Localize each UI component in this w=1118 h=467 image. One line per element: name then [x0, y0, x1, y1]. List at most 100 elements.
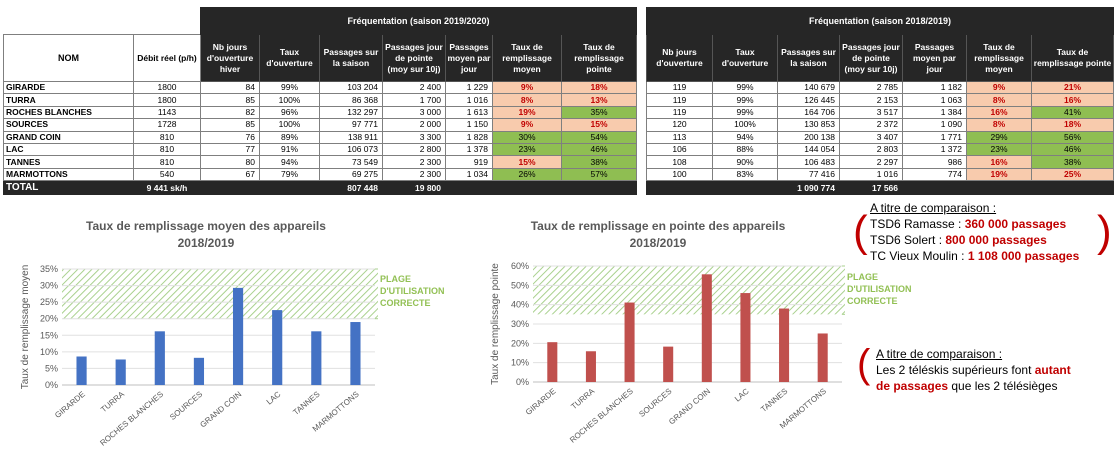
comparison-line: TSD6 Ramasse : 360 000 passages	[870, 217, 1067, 231]
column-header: Taux de remplissage pointe	[561, 34, 637, 82]
column-header: Passages moyen par jour	[902, 34, 967, 82]
cell-passages: 106 483	[777, 155, 840, 169]
cell-pointe: 3 407	[839, 130, 903, 144]
usage-band-extension	[375, 269, 378, 319]
cell-debit: 810	[133, 155, 201, 169]
cell-tpointe: 56%	[1031, 130, 1114, 144]
cell-taux: 99%	[712, 80, 778, 95]
chart-taux-remplissage-moyen: Taux de remplissage moyen des appareils 2…	[0, 212, 444, 462]
x-tick-label: LAC	[733, 386, 751, 403]
cell-passages: 77 416	[777, 167, 840, 182]
chart-taux-remplissage-pointe: Taux de remplissage en pointe des appare…	[470, 212, 911, 462]
cell-tpointe: 38%	[1031, 155, 1114, 169]
x-tick-label: TURRA	[569, 386, 596, 411]
table-row: TURRA 1800 85 100% 86 368 1 700 1 016 8% 13%	[3, 93, 637, 107]
bar-roches-blanches	[154, 331, 165, 385]
cell-tpointe: 46%	[561, 142, 637, 157]
y-tick-label: 15%	[40, 330, 58, 340]
cell-pointe: 2 000	[382, 118, 446, 132]
cell-passages: 130 853	[777, 118, 840, 132]
cell-tmoy: 9%	[492, 80, 562, 95]
cell-jours: 119	[646, 80, 713, 95]
cell-tpointe: 16%	[1031, 93, 1114, 107]
cell-nom: GIRARDE	[3, 80, 134, 95]
bar-tannes	[779, 308, 790, 382]
total-empty	[561, 180, 637, 196]
cell-tmoy: 29%	[966, 130, 1032, 144]
cell-taux: 83%	[712, 167, 778, 182]
cell-taux: 100%	[259, 93, 320, 107]
y-tick-label: 5%	[45, 363, 58, 373]
comparison-line: TSD6 Solert : 800 000 passages	[870, 233, 1047, 247]
chart-title: Taux de remplissage moyen des appareils	[86, 219, 326, 233]
cell-passages: 103 204	[319, 80, 383, 95]
comparison-text-2: de passages que les 2 télésièges	[876, 379, 1058, 393]
cell-tpointe: 21%	[1031, 80, 1114, 95]
bar-marmottons	[350, 322, 361, 385]
cell-taux: 90%	[712, 155, 778, 169]
cell-tmoy: 19%	[492, 105, 562, 120]
cell-jours: 106	[646, 142, 713, 157]
cell-passages: 97 771	[319, 118, 383, 132]
cell-moyen: 1 182	[902, 80, 967, 95]
cell-pointe: 1 016	[839, 167, 903, 182]
y-tick-label: 25%	[40, 297, 58, 307]
total-empty	[712, 180, 778, 196]
cell-passages: 144 054	[777, 142, 840, 157]
bar-grand-coin	[232, 287, 244, 385]
usage-band	[533, 266, 842, 315]
y-tick-label: 0%	[516, 377, 529, 387]
column-header: Taux d'ouverture	[712, 34, 778, 82]
cell-nom: GRAND COIN	[3, 130, 134, 144]
bar-lac	[740, 293, 751, 382]
cell-taux: 96%	[259, 105, 320, 120]
cell-tmoy: 16%	[966, 105, 1032, 120]
cell-tmoy: 15%	[492, 155, 562, 169]
cell-tpointe: 35%	[561, 105, 637, 120]
table-row: GRAND COIN 810 76 89% 138 911 3 300 1 828 30% 54…	[3, 130, 637, 144]
cell-tpointe: 46%	[1031, 142, 1114, 157]
column-header: Taux de remplissage moyen	[492, 34, 562, 82]
table-2018-2019: Fréquentation (saison 2018/2019) Nb jour…	[646, 7, 1114, 196]
cell-tpointe: 41%	[1031, 105, 1114, 120]
cell-tmoy: 26%	[492, 167, 562, 182]
table-row: 113 94% 200 138 3 407 1 771 29% 56%	[646, 130, 1114, 144]
total-pointe: 17 566	[839, 180, 903, 196]
total-passages: 807 448	[319, 180, 383, 196]
cell-tmoy: 8%	[492, 93, 562, 107]
comparison-note-2: A titre de comparaison : Les 2 téléskis …	[876, 346, 1096, 402]
total-debit: 9 441 sk/h	[133, 180, 201, 196]
cell-jours: 108	[646, 155, 713, 169]
y-axis-label: Taux de remplissage pointe	[490, 263, 501, 385]
cell-pointe: 2 300	[382, 167, 446, 182]
column-header: Passages sur la saison	[319, 34, 383, 82]
chart-title: Taux de remplissage en pointe des appare…	[531, 219, 786, 233]
cell-moyen: 1 771	[902, 130, 967, 144]
cell-pointe: 2 400	[382, 80, 446, 95]
cell-tpointe: 54%	[561, 130, 637, 144]
cell-tmoy: 23%	[966, 142, 1032, 157]
cell-jours: 80	[200, 155, 260, 169]
comparison-title: A titre de comparaison :	[870, 201, 997, 215]
cell-passages: 138 911	[319, 130, 383, 144]
cell-tpointe: 18%	[1031, 118, 1114, 132]
x-tick-label: LAC	[265, 389, 283, 406]
cell-pointe: 2 297	[839, 155, 903, 169]
total-passages: 1 090 774	[777, 180, 840, 196]
cell-taux: 100%	[712, 118, 778, 132]
cell-taux: 79%	[259, 167, 320, 182]
cell-debit: 1800	[133, 80, 201, 95]
cell-taux: 94%	[712, 130, 778, 144]
season-banner-2018-2019: Fréquentation (saison 2018/2019)	[646, 7, 1114, 35]
cell-tmoy: 8%	[966, 93, 1032, 107]
cell-jours: 85	[200, 93, 260, 107]
total-empty	[492, 180, 562, 196]
cell-tmoy: 8%	[966, 118, 1032, 132]
cell-jours: 119	[646, 93, 713, 107]
y-tick-label: 30%	[40, 281, 58, 291]
cell-moyen: 1 384	[902, 105, 967, 120]
cell-taux: 99%	[712, 105, 778, 120]
bar-grand-coin	[701, 274, 712, 382]
cell-moyen: 774	[902, 167, 967, 182]
y-tick-label: 50%	[511, 280, 529, 290]
